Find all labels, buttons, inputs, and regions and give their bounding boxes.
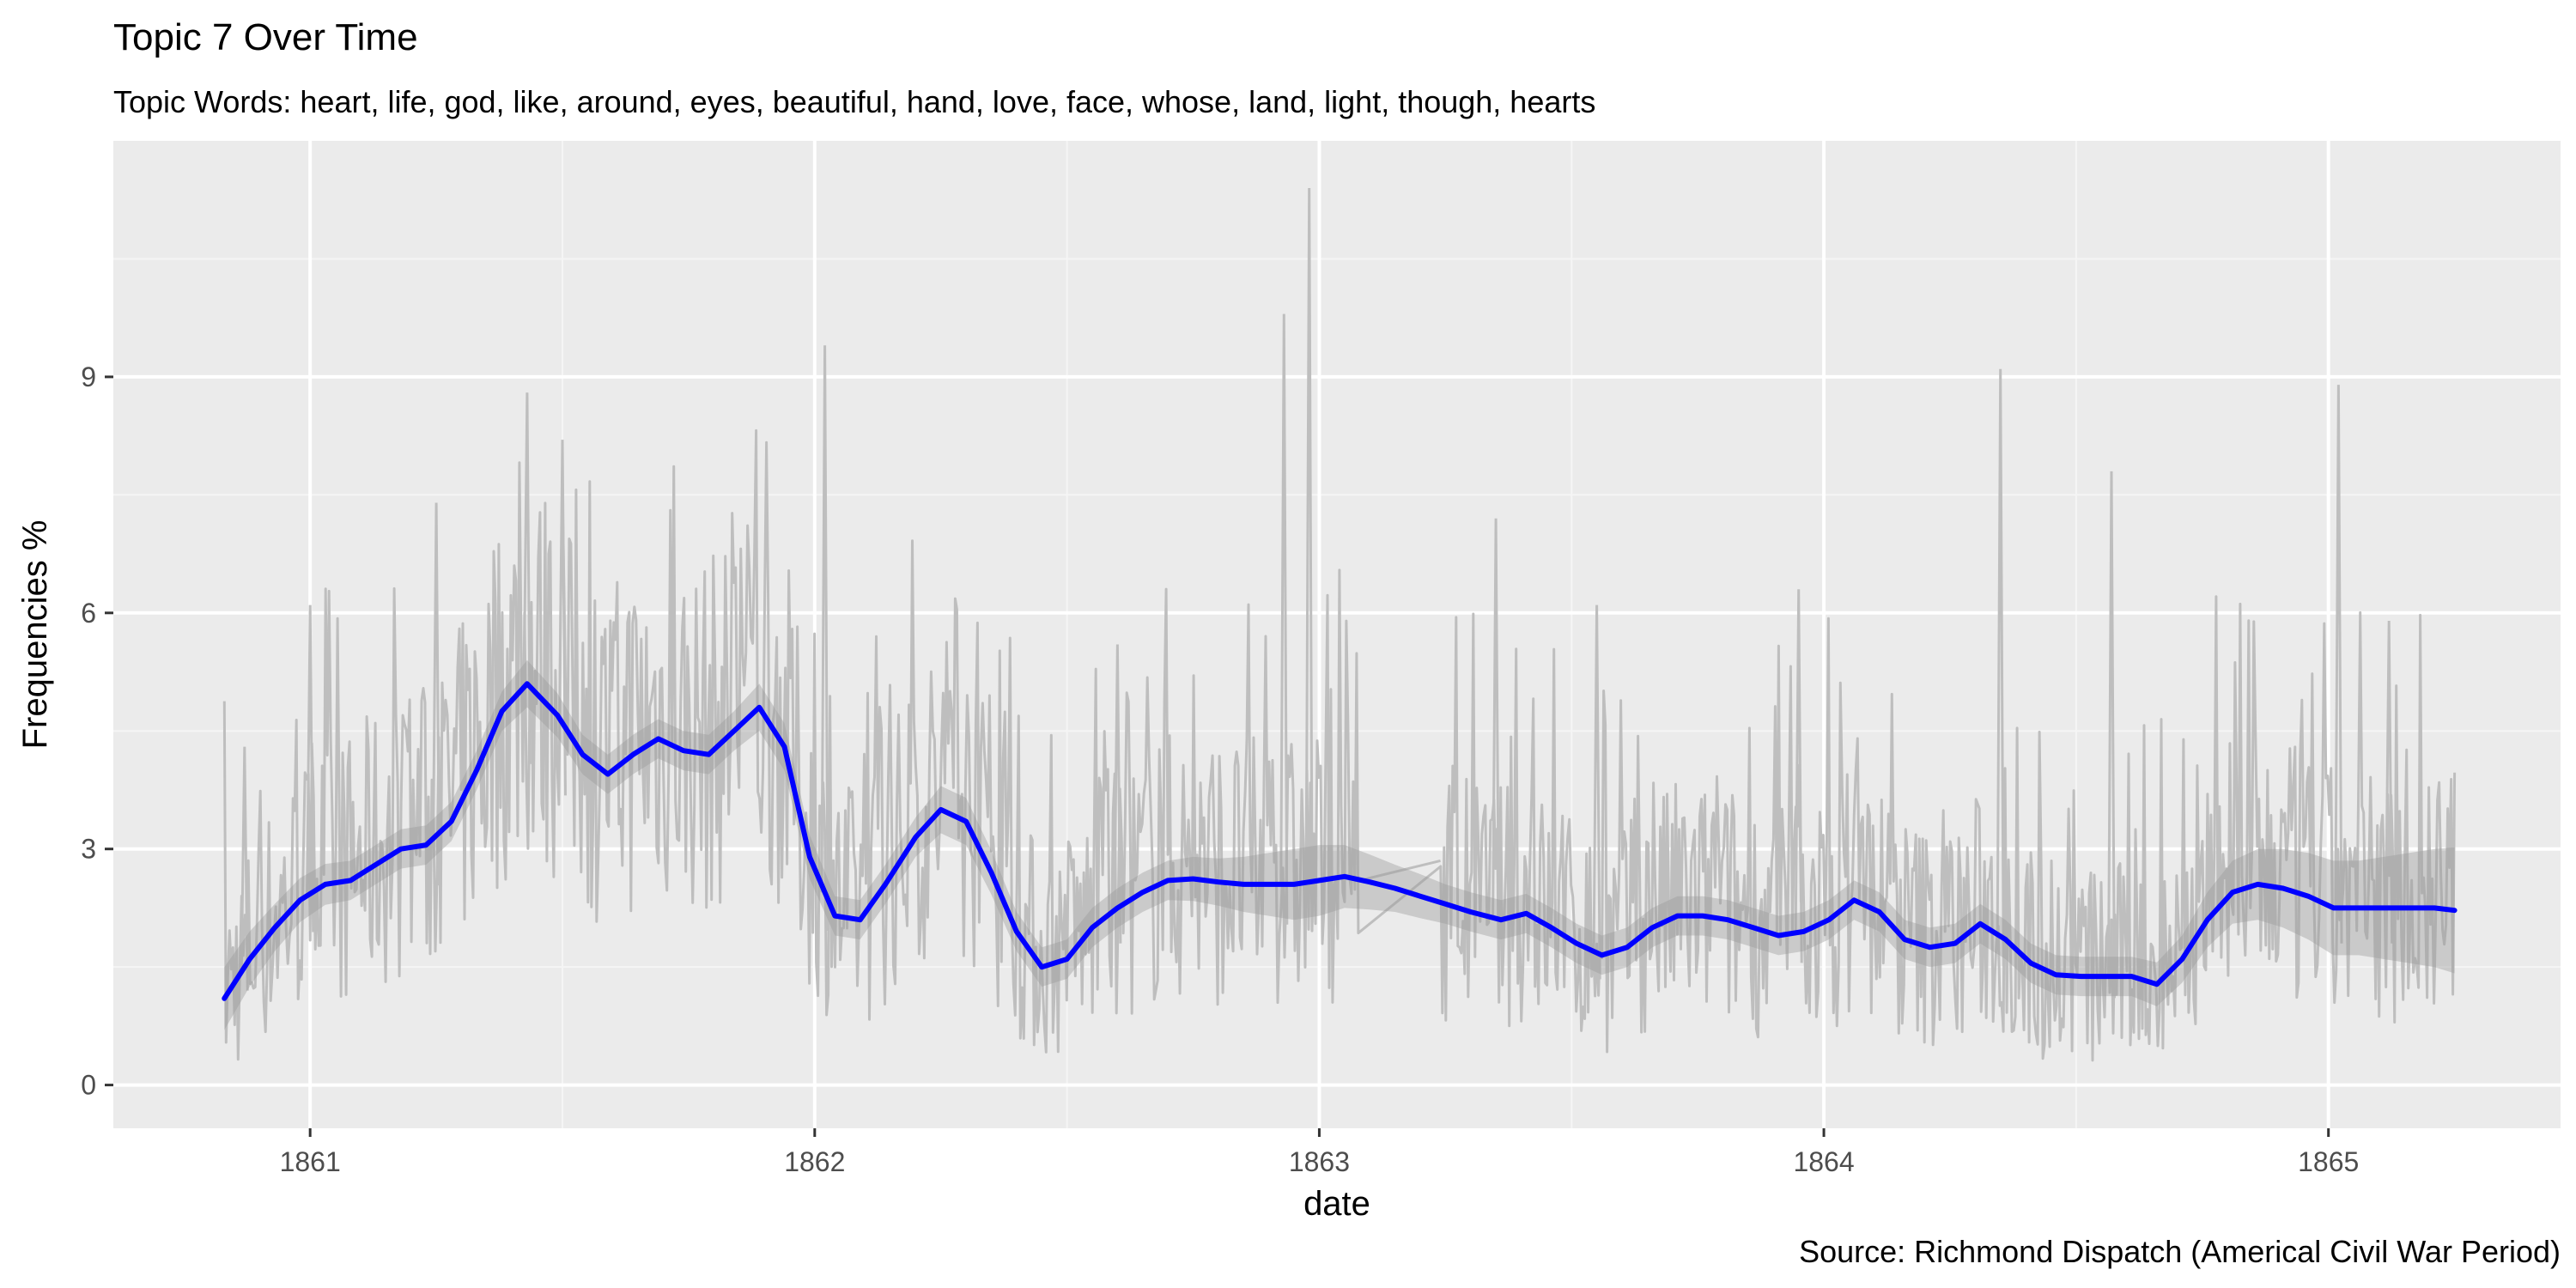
y-tick-label: 3	[81, 834, 96, 865]
raw-series-peak	[240, 746, 249, 991]
y-tick-label: 6	[81, 598, 96, 629]
chart-caption: Source: Richmond Dispatch (Americal Civi…	[1799, 1234, 2561, 1269]
raw-series-peak	[432, 502, 441, 886]
raw-series-gap-bridge	[1359, 859, 1441, 882]
raw-series-peak	[2385, 620, 2394, 944]
y-axis-title: Frequencies %	[16, 520, 54, 750]
raw-series-peak	[1113, 644, 1122, 944]
x-tick-label: 1863	[1289, 1146, 1350, 1177]
raw-series-peak	[522, 392, 532, 764]
y-axis: 0 3 6 9	[81, 361, 113, 1101]
raw-series-peak	[1492, 518, 1501, 952]
chart-title: Topic 7 Over Time	[113, 16, 418, 58]
raw-series-peak	[306, 605, 315, 933]
raw-series-peak	[1996, 368, 2005, 967]
smooth-series	[222, 659, 2458, 1030]
y-tick-label: 9	[81, 361, 96, 392]
y-tick-label: 0	[81, 1070, 96, 1101]
x-axis: 1861 1862 1863 1864 1865	[280, 1128, 2359, 1177]
x-tick-label: 1861	[280, 1146, 341, 1177]
raw-series-peak	[2334, 385, 2343, 944]
raw-series-peak	[1592, 605, 1601, 980]
raw-series-peak	[558, 440, 567, 796]
raw-series-peak	[1279, 313, 1289, 925]
raw-series-peak	[1304, 187, 1314, 923]
smooth-confidence-band	[224, 659, 2455, 1030]
chart-subtitle: Topic Words: heart, life, god, like, aro…	[113, 84, 1595, 119]
x-tick-label: 1862	[784, 1146, 845, 1177]
raw-series-peak	[2107, 471, 2116, 999]
raw-series	[222, 187, 2457, 1062]
smooth-line	[222, 681, 2458, 1001]
raw-series-peak	[1794, 589, 1803, 963]
x-tick-label: 1864	[1793, 1146, 1854, 1177]
raw-series-line	[222, 428, 2457, 1062]
x-tick-label: 1865	[2298, 1146, 2359, 1177]
x-axis-title: date	[1303, 1185, 1370, 1223]
raw-series-peak	[820, 345, 829, 932]
